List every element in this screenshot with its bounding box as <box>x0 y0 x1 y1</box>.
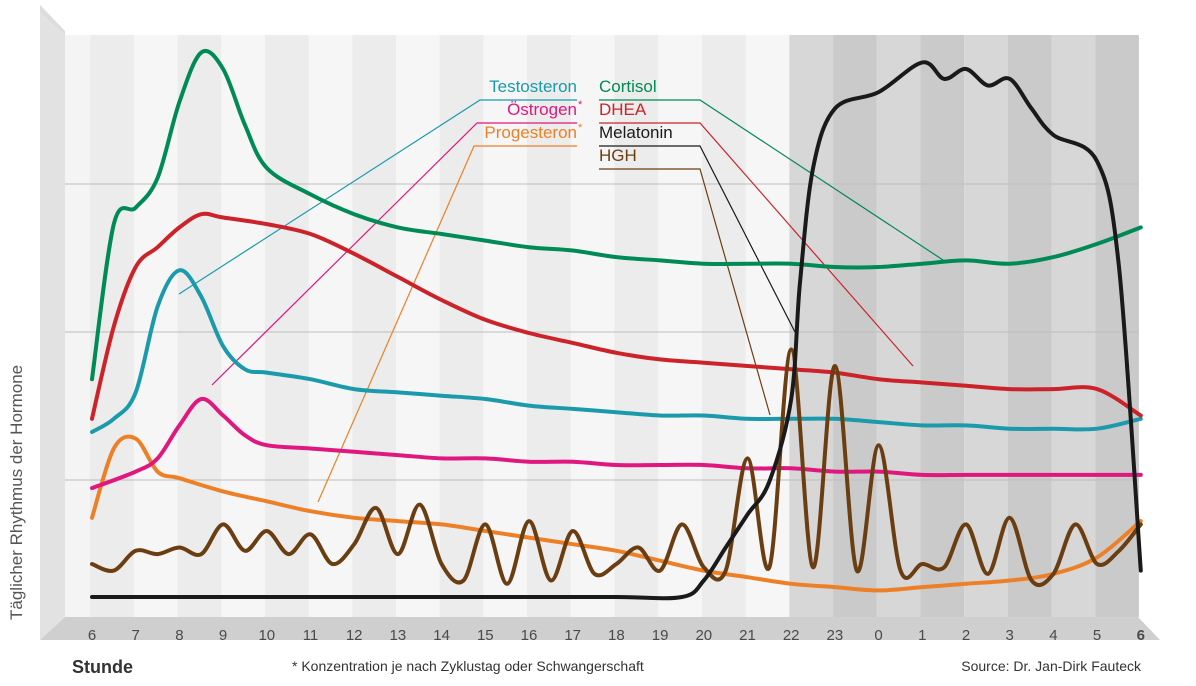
x-tick-label: 5 <box>1093 627 1101 644</box>
x-tick-label: 1 <box>918 627 926 644</box>
series-line-strogen <box>90 396 1143 491</box>
axis-floor <box>40 617 1160 640</box>
hour-band <box>308 35 353 617</box>
x-tick-label: 11 <box>303 627 319 644</box>
hour-band <box>570 35 615 617</box>
x-axis: 6 7 8 9 10 11 12 13 14 15 16 17 18 19 20 21 22 23 0 1 2 3 4 5 6 <box>88 627 1145 644</box>
x-tick-label: 9 <box>219 627 227 644</box>
hour-band <box>833 35 877 617</box>
x-tick-label: 6 <box>88 627 96 644</box>
top-wall-edge <box>40 5 65 35</box>
footnote: * Konzentration je nach Zyklustag oder S… <box>292 658 644 674</box>
leader-line <box>211 122 577 386</box>
source-note: Source: Dr. Jan-Dirk Fauteck <box>961 658 1142 674</box>
hour-band <box>221 35 265 617</box>
y-axis-label: Täglicher Rhythmus der Hormone <box>7 365 26 620</box>
legend-label: HGH <box>599 146 637 165</box>
series-line-hgh <box>90 347 1143 588</box>
hour-band <box>396 35 440 617</box>
x-tick-label: 23 <box>827 627 844 644</box>
legend-leader-lines <box>178 99 947 503</box>
hour-band <box>352 35 397 617</box>
hour-band <box>1095 35 1139 617</box>
x-tick-label: 8 <box>175 627 183 644</box>
x-tick-label: 16 <box>521 627 538 644</box>
series-lines <box>90 49 1143 601</box>
hour-band <box>964 35 1008 617</box>
x-tick-label: 14 <box>433 627 450 644</box>
series-line-progesteron <box>90 434 1143 593</box>
x-tick-label: 6 <box>1137 627 1145 644</box>
legend-asterisk: * <box>578 122 583 134</box>
x-tick-label: 7 <box>132 627 140 644</box>
hour-band <box>133 35 178 617</box>
leader-line <box>599 122 914 367</box>
legend-label: Progesteron <box>484 123 577 142</box>
x-tick-label: 20 <box>695 627 712 644</box>
leader-line <box>178 99 577 295</box>
hour-band <box>876 35 921 617</box>
x-tick-label: 19 <box>652 627 669 644</box>
x-tick-label: 2 <box>962 627 970 644</box>
legend-label: DHEA <box>599 100 647 119</box>
hour-band <box>1051 35 1096 617</box>
x-tick-label: 15 <box>477 627 494 644</box>
hour-band <box>1007 35 1052 617</box>
hour-band <box>614 35 659 617</box>
hour-band <box>527 35 571 617</box>
legend-label: Testosteron <box>489 77 577 96</box>
hour-band <box>658 35 702 617</box>
grid-lines <box>65 183 1138 481</box>
x-tick-label: 21 <box>739 627 756 644</box>
left-wall <box>40 12 65 640</box>
legend-label: Cortisol <box>599 77 657 96</box>
x-tick-label: 18 <box>608 627 625 644</box>
x-tick-label: 12 <box>346 627 363 644</box>
hour-band <box>920 35 965 617</box>
hour-band <box>745 35 790 617</box>
leader-line <box>599 145 796 333</box>
x-tick-label: 22 <box>783 627 800 644</box>
leader-line <box>317 145 577 503</box>
series-line-cortisol <box>90 49 1143 382</box>
series-line-melatonin <box>90 60 1143 601</box>
leader-line <box>599 99 947 263</box>
x-tick-label: 10 <box>258 627 275 644</box>
x-tick-label: 4 <box>1049 627 1057 644</box>
chart-walls <box>40 5 1160 640</box>
x-tick-label: 0 <box>874 627 882 644</box>
x-tick-label: 3 <box>1006 627 1014 644</box>
series-line-testosteron <box>90 268 1143 434</box>
hour-band <box>701 35 746 617</box>
legend: Testosteron Östrogen *Progesteron * Cortisol… <box>484 77 672 165</box>
x-tick-label: 17 <box>564 627 581 644</box>
series-line-dhea <box>90 211 1143 421</box>
legend-label: Melatonin <box>599 123 673 142</box>
x-axis-label: Stunde <box>72 657 133 677</box>
legend-label: Östrogen <box>507 100 577 119</box>
x-tick-label: 13 <box>390 627 407 644</box>
legend-asterisk: * <box>578 99 583 111</box>
leader-line <box>599 168 771 416</box>
hour-band <box>439 35 484 617</box>
